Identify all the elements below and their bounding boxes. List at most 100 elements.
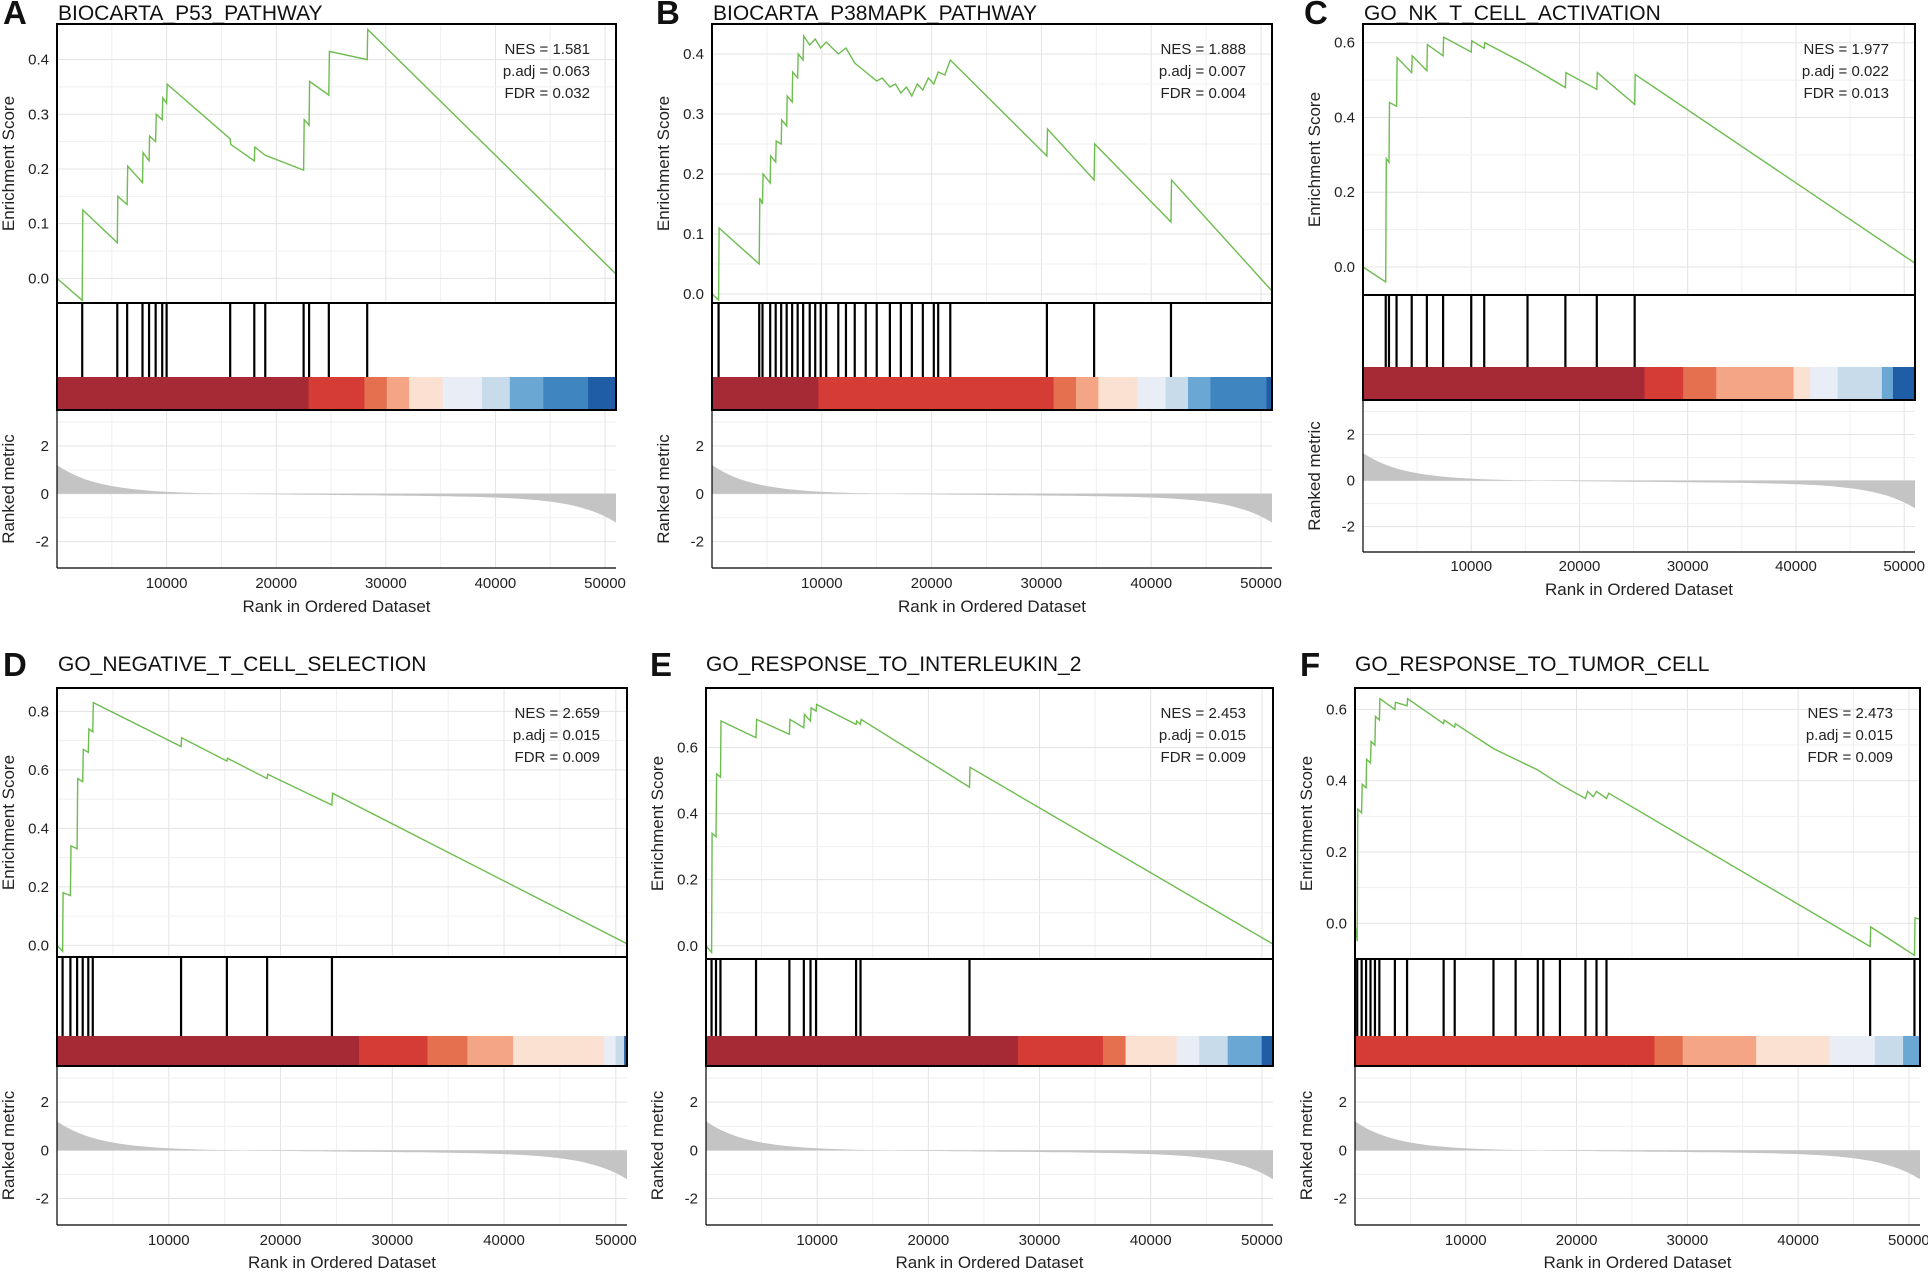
x-tick-label: 50000	[584, 575, 626, 592]
color-band	[1355, 1036, 1655, 1066]
color-band	[1017, 1036, 1104, 1066]
color-band	[1261, 1036, 1274, 1066]
color-band	[1165, 377, 1189, 410]
ranked-metric-area	[57, 1121, 627, 1180]
es-tick-label: 0.6	[28, 762, 49, 779]
panel-a: A BIOCARTA_P53_PATHWAY 0.0 0.1 0.2 0.3 0.4 Enri…	[0, 0, 626, 616]
panel-letter: B	[656, 0, 680, 31]
es-gridlines	[57, 688, 627, 957]
metric-gridlines	[57, 410, 616, 568]
panel-letter: A	[3, 0, 27, 31]
nes-value: NES = 2.473	[1808, 705, 1893, 722]
nes-value: NES = 2.453	[1161, 705, 1246, 722]
es-tick-label: 0.3	[683, 106, 704, 123]
es-tick-label: 0.6	[677, 739, 698, 756]
enrichment-score-line	[56, 701, 628, 953]
es-tick-label: 0.2	[677, 872, 698, 889]
x-axis-label: Rank in Ordered Dataset	[248, 1253, 436, 1272]
enrichment-score-line	[56, 27, 617, 302]
color-band	[604, 1036, 617, 1066]
color-band	[1837, 367, 1883, 400]
x-tick-label: 20000	[1556, 1232, 1598, 1249]
color-band	[818, 377, 1055, 410]
es-tick-label: 0.0	[677, 938, 698, 955]
es-tick-label: 0.4	[28, 820, 49, 837]
x-axis-label: Rank in Ordered Dataset	[242, 597, 430, 616]
es-axis-label: Enrichment Score	[0, 755, 18, 890]
hits-frame	[1362, 294, 1916, 401]
es-tick-label: 0.3	[28, 106, 49, 123]
color-band	[1682, 1036, 1757, 1066]
color-band	[1176, 1036, 1200, 1066]
x-tick-label: 40000	[475, 575, 517, 592]
hits-frame	[56, 956, 628, 1067]
panel-letter: F	[1300, 646, 1320, 683]
x-axis-label: Rank in Ordered Dataset	[1543, 1253, 1731, 1272]
color-band	[543, 377, 589, 410]
metric-tick-label: -2	[1342, 519, 1355, 536]
metric-axis-label: Ranked metric	[0, 434, 18, 544]
panel-frames	[56, 23, 617, 569]
color-band	[1188, 377, 1211, 410]
nes-value: NES = 1.581	[505, 41, 590, 58]
hits-frame	[56, 302, 617, 411]
panel-frames	[1354, 687, 1921, 1226]
x-tick-label: 40000	[1777, 1232, 1819, 1249]
es-tick-label: 0.2	[1334, 184, 1355, 201]
color-band	[359, 1036, 428, 1066]
metric-tick-label: -2	[36, 1191, 49, 1208]
es-gridlines	[712, 24, 1272, 303]
es-gridlines	[706, 688, 1273, 959]
es-axis-label: Enrichment Score	[0, 96, 18, 231]
metric-gridlines	[712, 410, 1272, 568]
metric-gridlines	[57, 1066, 627, 1225]
x-tick-label: 50000	[1240, 575, 1282, 592]
rank-color-bands	[1355, 1036, 1921, 1066]
x-tick-label: 10000	[148, 1232, 190, 1249]
x-tick-label: 10000	[796, 1232, 838, 1249]
x-tick-label: 30000	[371, 1232, 413, 1249]
metric-tick-label: 0	[1339, 1142, 1347, 1159]
es-tick-label: 0.6	[1326, 701, 1347, 718]
gene-hit-marks	[1356, 959, 1916, 1036]
color-band	[1053, 377, 1077, 410]
x-tick-label: 20000	[260, 1232, 302, 1249]
panel-b: B BIOCARTA_P38MAPK_PATHWAY 0.0 0.1 0.2 0.3 0.4…	[654, 0, 1282, 616]
fdr-value: FDR = 0.009	[515, 749, 600, 766]
color-band	[481, 377, 511, 410]
es-tick-label: 0.0	[1326, 915, 1347, 932]
x-tick-label: 40000	[1775, 558, 1817, 575]
es-tick-label: 0.4	[1326, 773, 1347, 790]
x-tick-label: 50000	[595, 1232, 637, 1249]
es-tick-label: 0.4	[28, 52, 49, 69]
color-band	[1102, 1036, 1127, 1066]
x-tick-label: 10000	[1450, 558, 1492, 575]
metric-tick-label: 2	[696, 438, 704, 455]
panel-letter: E	[650, 646, 672, 683]
metric-tick-label: -2	[691, 534, 704, 551]
x-tick-label: 50000	[1888, 1232, 1928, 1249]
hits-frame	[705, 958, 1274, 1067]
x-tick-label: 30000	[1667, 558, 1709, 575]
metric-gridlines	[1355, 1066, 1920, 1225]
color-band	[1644, 367, 1684, 400]
color-band	[1266, 377, 1273, 410]
metric-tick-label: -2	[1334, 1191, 1347, 1208]
padj-value: p.adj = 0.007	[1159, 63, 1246, 80]
gene-hit-marks	[61, 957, 334, 1036]
es-tick-label: 0.4	[1334, 109, 1355, 126]
es-tick-label: 0.0	[28, 937, 49, 954]
panel-title: GO_RESPONSE_TO_INTERLEUKIN_2	[706, 653, 1081, 676]
x-tick-label: 10000	[801, 575, 843, 592]
es-tick-label: 0.0	[28, 270, 49, 287]
panel-title: BIOCARTA_P38MAPK_PATHWAY	[713, 2, 1037, 25]
color-band	[1227, 1036, 1263, 1066]
enrichment-score-line	[1354, 697, 1921, 957]
padj-value: p.adj = 0.015	[1159, 727, 1246, 744]
gene-hit-marks	[710, 959, 971, 1036]
rank-color-bands	[57, 1036, 628, 1066]
color-band	[1810, 367, 1839, 400]
hits-frame	[711, 302, 1273, 411]
fdr-value: FDR = 0.004	[1161, 85, 1246, 102]
